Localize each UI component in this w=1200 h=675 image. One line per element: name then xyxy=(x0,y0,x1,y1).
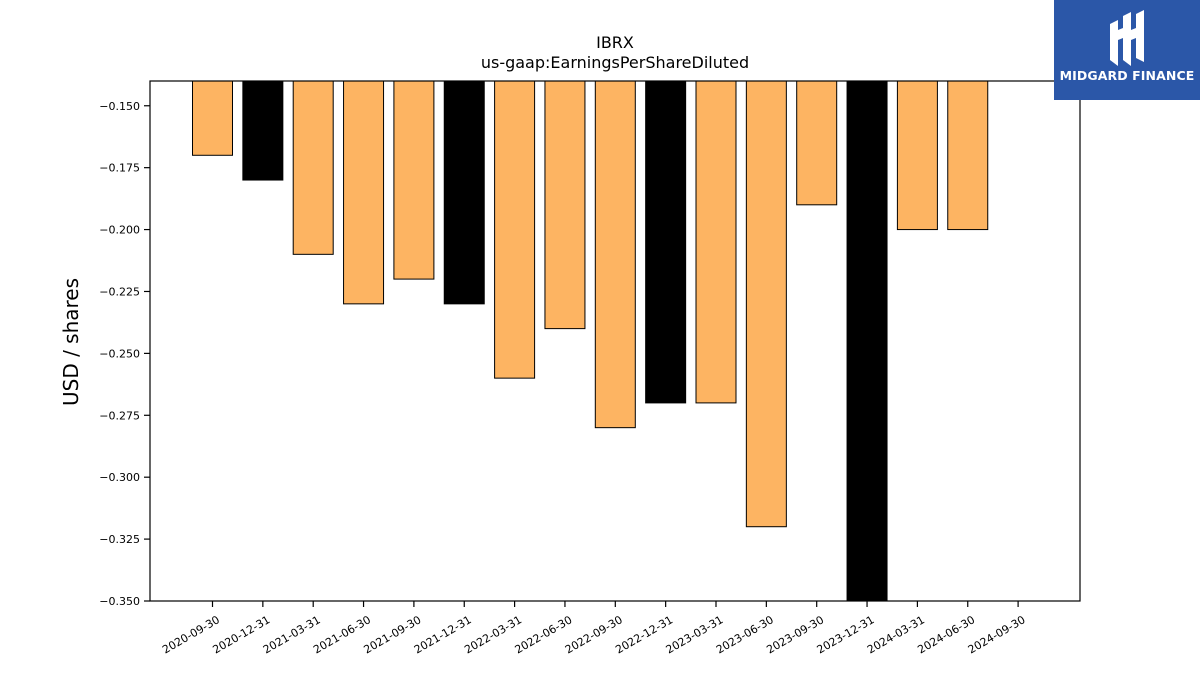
y-tick-label: −0.350 xyxy=(99,595,140,608)
bar-2023-03-31 xyxy=(695,80,737,404)
y-tick-label: −0.150 xyxy=(99,100,140,113)
bar-2022-03-31 xyxy=(494,80,536,379)
logo-text: MIDGARD FINANCE xyxy=(1059,68,1195,83)
y-axis: −0.150 −0.175 −0.200 −0.225 −0.250 −0.275 −0.3… xyxy=(99,100,150,608)
y-tick-label: −0.325 xyxy=(99,533,140,546)
bar-2022-06-30 xyxy=(544,80,586,330)
bar-2021-09-30 xyxy=(393,80,435,280)
bar-2023-06-30 xyxy=(745,80,787,528)
y-axis-label: USD / shares xyxy=(59,278,83,406)
bar-2020-09-30 xyxy=(192,80,233,156)
y-tick-label: −0.275 xyxy=(99,409,140,422)
bar-2021-03-31 xyxy=(292,80,334,255)
bar-2021-06-30 xyxy=(343,80,385,305)
chart-title: IBRX xyxy=(596,33,634,52)
bar-2024-06-30 xyxy=(947,80,989,231)
bar-2023-09-30 xyxy=(796,80,838,206)
midgard-m-logo-icon xyxy=(1110,10,1144,66)
y-tick-label: −0.250 xyxy=(99,347,140,360)
y-tick-label: −0.200 xyxy=(99,224,140,237)
bar-2020-12-31 xyxy=(242,80,284,181)
y-tick-label: −0.175 xyxy=(99,162,140,175)
y-tick-label: −0.225 xyxy=(99,285,140,298)
bar-2024-03-31 xyxy=(896,80,938,231)
bars-group xyxy=(192,80,989,602)
bar-2022-12-31 xyxy=(645,80,687,404)
x-tick-label: 2024-09-30 xyxy=(966,613,1028,656)
bar-2021-12-31 xyxy=(443,80,485,305)
bar-2023-12-31 xyxy=(846,80,888,602)
chart-subtitle: us-gaap:EarningsPerShareDiluted xyxy=(481,53,749,72)
midgard-finance-logo: MIDGARD FINANCE xyxy=(1054,0,1200,100)
y-tick-label: −0.300 xyxy=(99,471,140,484)
bar-2022-09-30 xyxy=(594,80,636,429)
x-axis: 2020-09-302020-12-312021-03-312021-06-30… xyxy=(160,601,1028,656)
